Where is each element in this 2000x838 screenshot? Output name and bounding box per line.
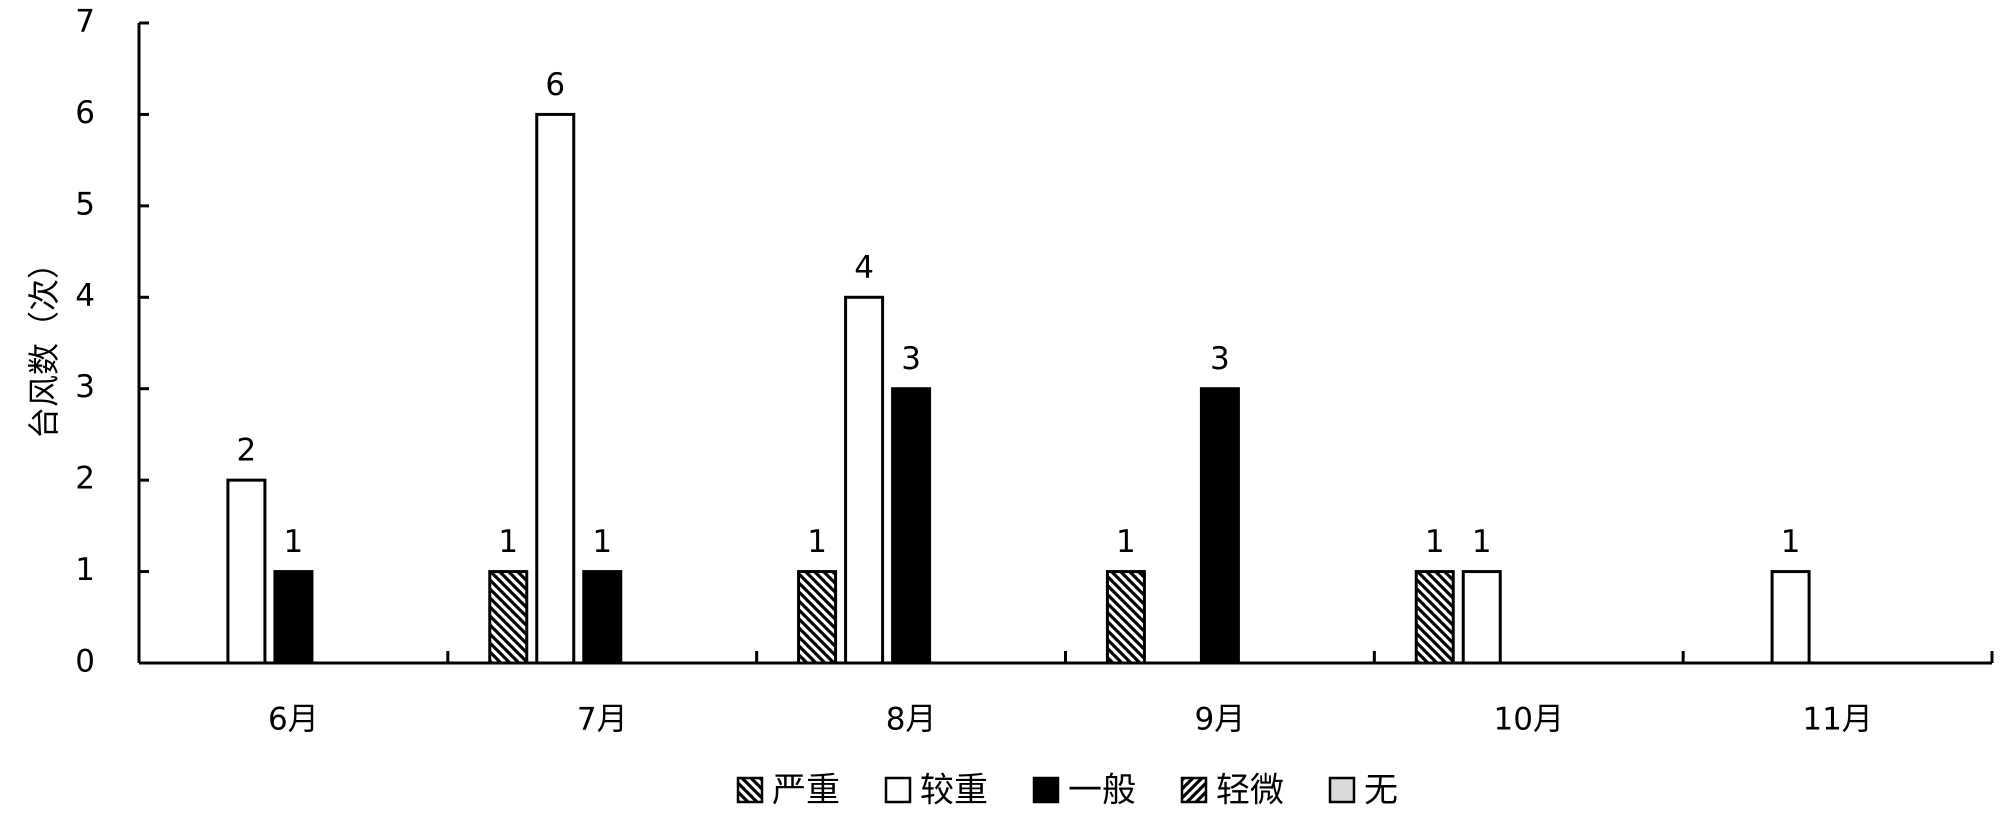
data-label: 1 bbox=[1116, 524, 1136, 560]
x-tick-label: 8月 bbox=[886, 702, 937, 738]
data-label: 4 bbox=[854, 250, 874, 286]
legend: 严重 较重 一般 轻微 无 bbox=[736, 771, 1398, 811]
x-tick-label: 11月 bbox=[1802, 702, 1872, 738]
x-tick-label: 9月 bbox=[1195, 702, 1246, 738]
y-tick-label: 7 bbox=[75, 4, 95, 40]
y-tick-label: 4 bbox=[75, 278, 95, 314]
bar-一般-6月 bbox=[273, 570, 314, 665]
data-label: 1 bbox=[1472, 524, 1492, 560]
bar-严重-10月 bbox=[1414, 570, 1455, 665]
legend-swatch-一般 bbox=[1032, 776, 1060, 804]
bar-严重-7月 bbox=[488, 570, 529, 665]
data-label: 1 bbox=[498, 524, 518, 560]
data-label: 1 bbox=[592, 524, 612, 560]
y-tick-label: 3 bbox=[75, 369, 95, 405]
x-axis-ticks: 6月 7月 8月 9月 10月 11月 bbox=[268, 651, 1994, 738]
data-label: 2 bbox=[237, 433, 257, 469]
y-tick-label: 1 bbox=[75, 552, 95, 588]
data-label: 3 bbox=[901, 341, 921, 377]
x-tick-label: 10月 bbox=[1494, 702, 1564, 738]
bar-较重-10月 bbox=[1461, 570, 1502, 665]
y-tick-label: 5 bbox=[75, 186, 95, 222]
bar-一般-9月 bbox=[1199, 387, 1240, 665]
bar-严重-8月 bbox=[797, 570, 838, 665]
bar-一般-8月 bbox=[891, 387, 932, 665]
bar-较重-6月 bbox=[226, 478, 267, 665]
legend-swatch-严重 bbox=[736, 776, 764, 804]
data-label: 1 bbox=[284, 524, 304, 560]
legend-label-一般: 一般 bbox=[1068, 771, 1136, 811]
bar-严重-9月 bbox=[1105, 570, 1146, 665]
y-tick-label: 6 bbox=[75, 95, 95, 131]
y-tick-label: 2 bbox=[75, 461, 95, 497]
legend-label-轻微: 轻微 bbox=[1216, 771, 1284, 811]
y-tick-label: 0 bbox=[75, 644, 95, 680]
data-label: 6 bbox=[545, 67, 565, 103]
x-tick-label: 6月 bbox=[268, 702, 319, 738]
legend-label-严重: 严重 bbox=[772, 771, 840, 811]
legend-label-无: 无 bbox=[1364, 771, 1398, 811]
bar-较重-7月 bbox=[535, 112, 576, 665]
data-label: 1 bbox=[807, 524, 827, 560]
bar-较重-8月 bbox=[844, 295, 885, 665]
legend-swatch-轻微 bbox=[1180, 776, 1208, 804]
bar-较重-11月 bbox=[1770, 570, 1811, 665]
data-label: 3 bbox=[1210, 341, 1230, 377]
y-axis-title: 台风数（次） bbox=[25, 247, 63, 439]
legend-label-较重: 较重 bbox=[920, 771, 988, 811]
legend-swatch-无 bbox=[1328, 776, 1356, 804]
data-label: 1 bbox=[1781, 524, 1801, 560]
bar-一般-7月 bbox=[582, 570, 623, 665]
legend-swatch-较重 bbox=[884, 776, 912, 804]
bars bbox=[226, 112, 1811, 665]
x-tick-label: 7月 bbox=[577, 702, 628, 738]
data-label: 1 bbox=[1425, 524, 1445, 560]
y-axis-ticks: 0 1 2 3 4 5 6 7 bbox=[75, 4, 149, 680]
